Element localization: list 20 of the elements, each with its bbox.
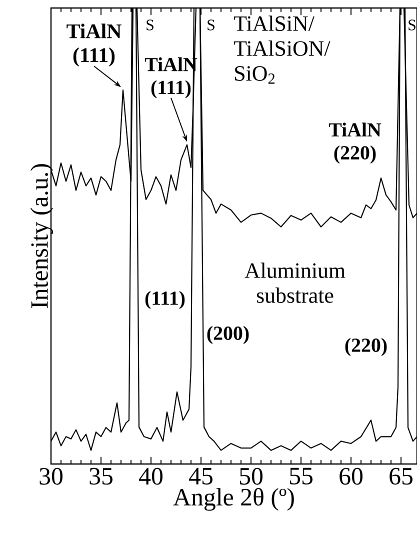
annotation: TiAlN (220): [328, 122, 382, 164]
x-tick-label: 30: [40, 468, 62, 485]
annotation: (220): [345, 338, 387, 356]
x-tick-label: 45: [189, 468, 212, 485]
annotation: S: [208, 20, 214, 30]
x-tick-label: 40: [139, 468, 162, 485]
x-axis-title: Angle 2θ (º): [173, 488, 294, 511]
x-tick-label: 55: [290, 468, 312, 484]
annotation: TiAlSiN/ TiAlSiON/ SiO$_{2}$: [234, 16, 330, 84]
annotation: S: [146, 20, 154, 30]
x-tick-label: 35: [90, 468, 112, 485]
x-tick-label: 65: [390, 468, 412, 485]
annotation: TiAlN (111): [66, 24, 122, 67]
x-tick-label: 60: [340, 468, 363, 485]
annotation: (111): [145, 290, 185, 310]
annotation: S: [408, 20, 416, 30]
annotation: Aluminium substrate: [244, 262, 346, 303]
x-tick-label: 50: [240, 468, 263, 485]
y-axis-title: Intensity (a.u.): [30, 164, 54, 308]
annotation: (200): [207, 326, 249, 344]
